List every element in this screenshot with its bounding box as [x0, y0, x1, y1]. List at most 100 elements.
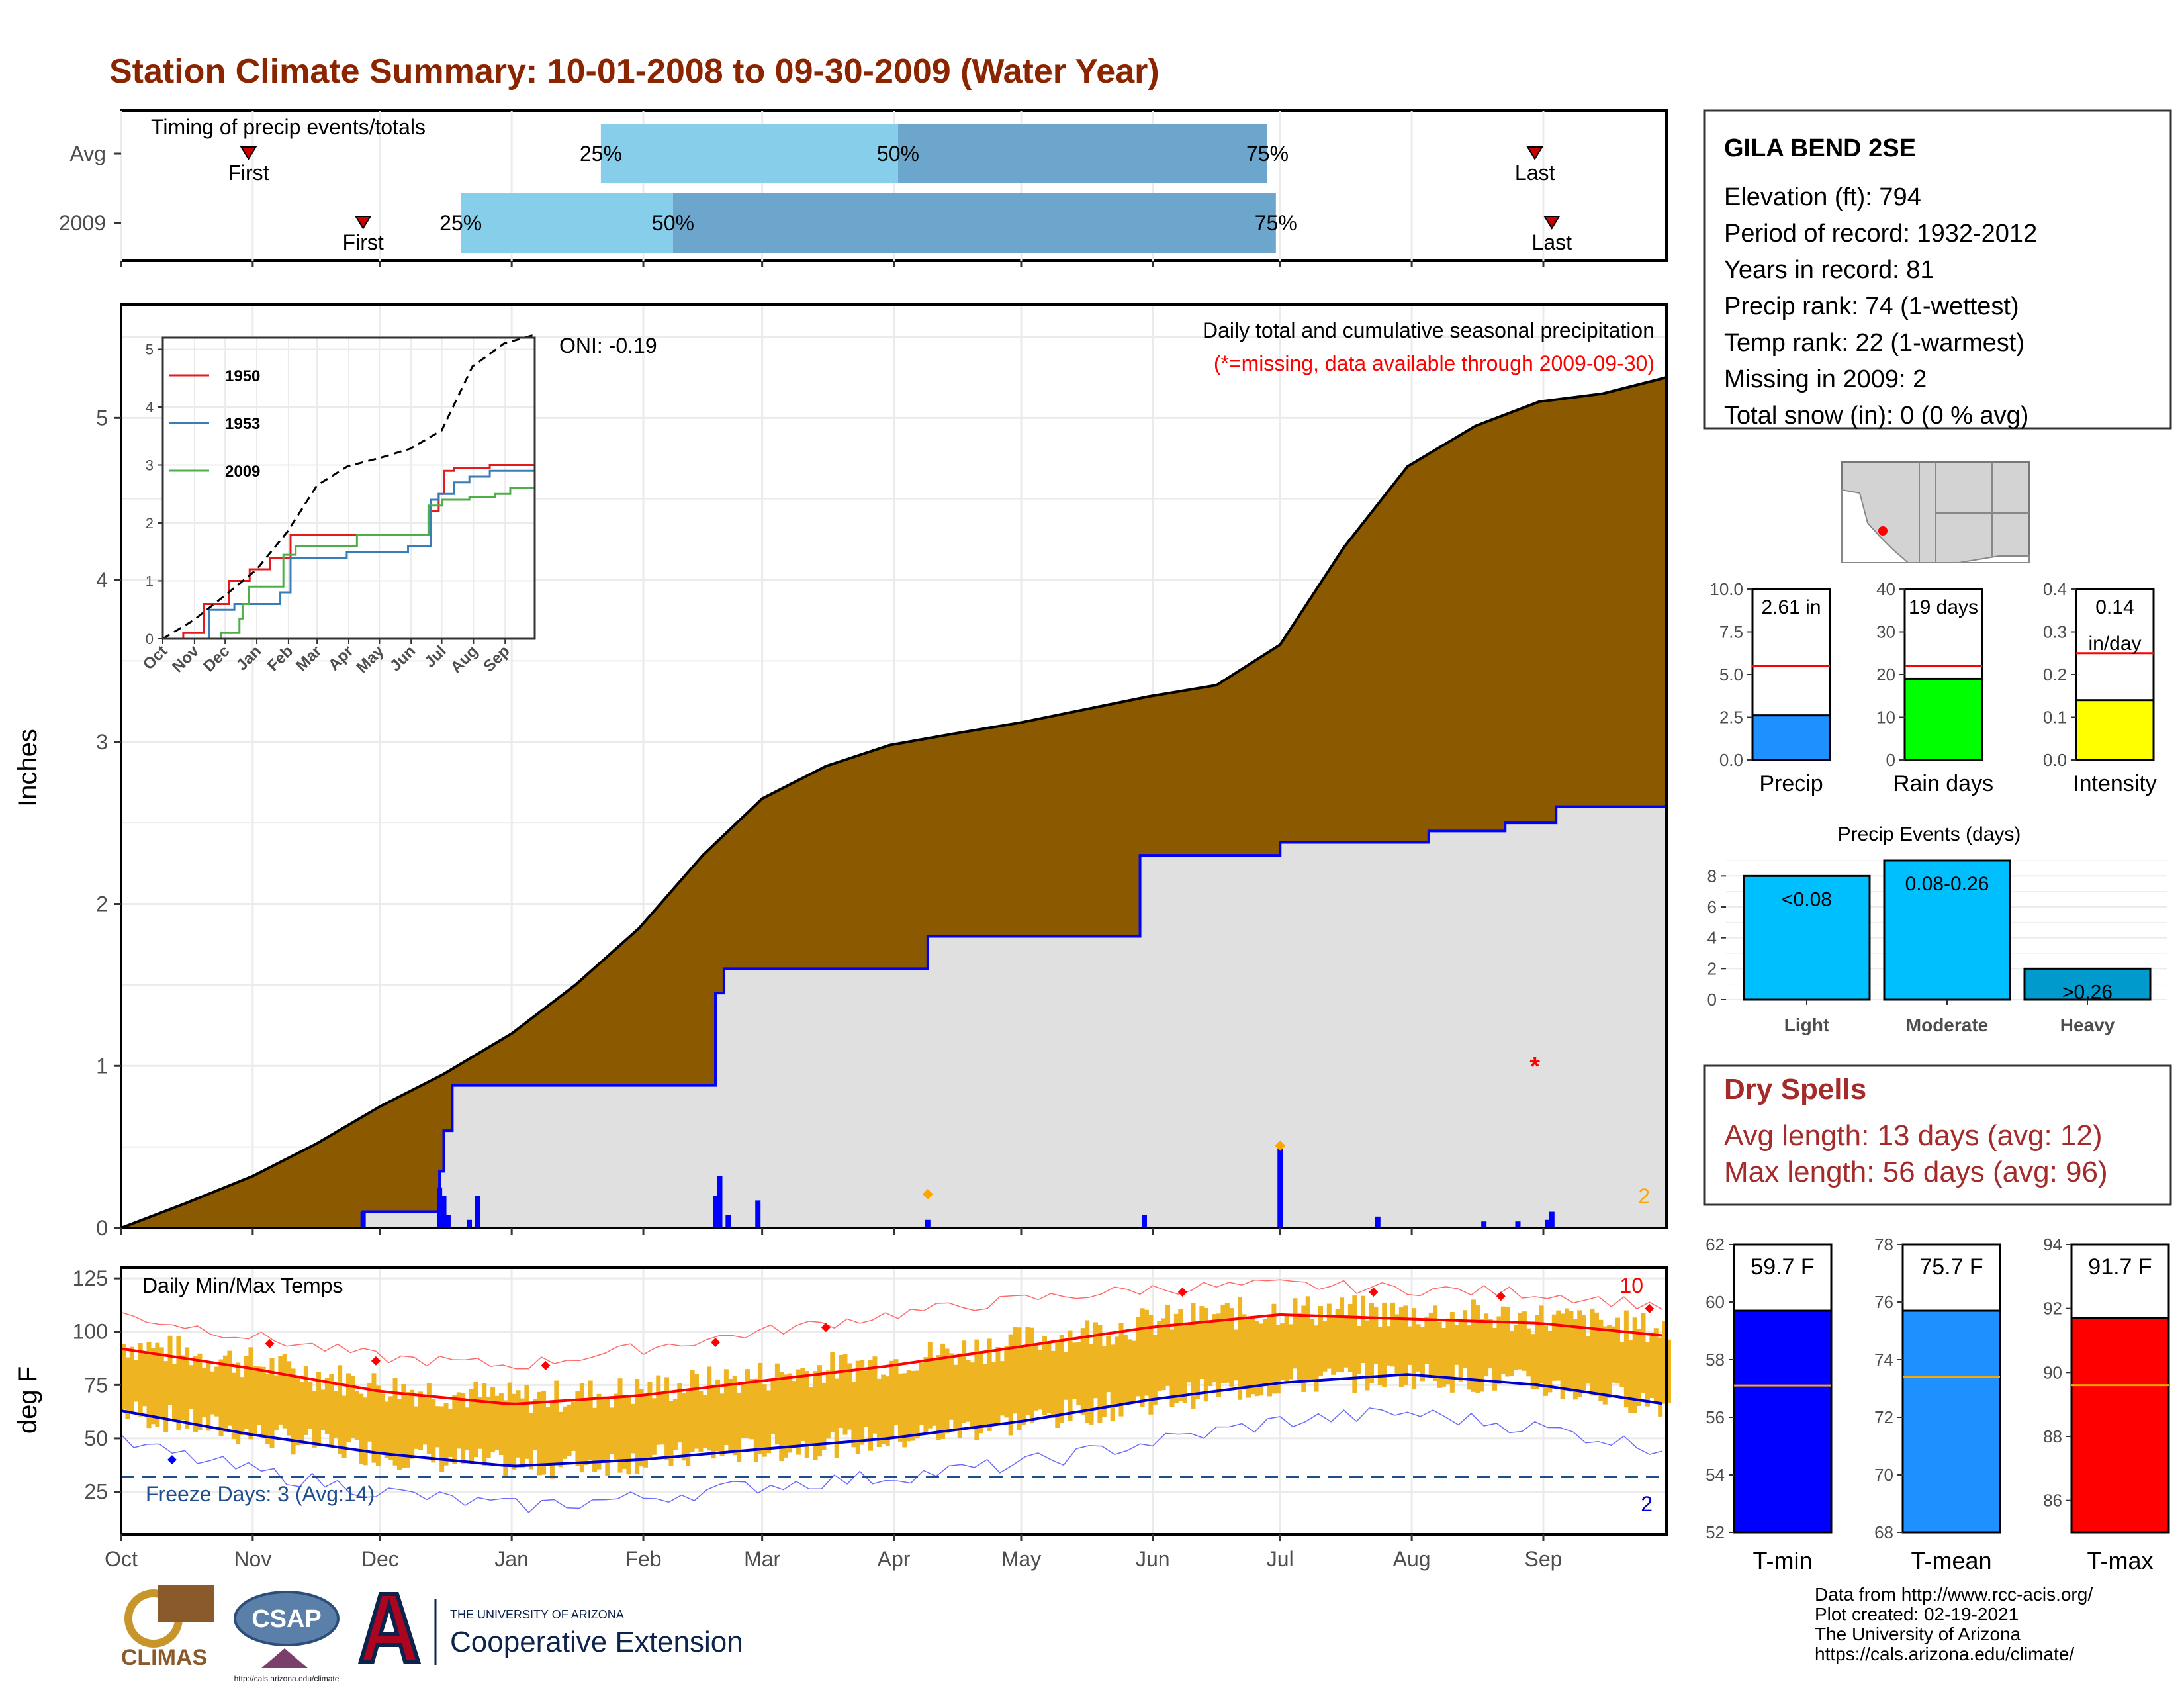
temp-summary-ytick-label: 58 — [1706, 1350, 1725, 1370]
temp-summary-ytick-label: 70 — [1874, 1465, 1893, 1485]
temp-day-bar — [839, 1354, 844, 1429]
events-category-label: Moderate — [1906, 1015, 1988, 1035]
temp-summary-ytick-label: 78 — [1874, 1235, 1893, 1254]
temp-day-bar — [443, 1403, 449, 1466]
station-line-elevation: Elevation (ft): 794 — [1724, 183, 1921, 211]
temp-day-bar — [643, 1395, 649, 1468]
temp-summary-ytick-label: 76 — [1874, 1292, 1893, 1312]
temp-day-bar — [176, 1336, 181, 1430]
temp-day-bar — [1623, 1310, 1629, 1408]
daily-precip-bar — [1481, 1221, 1487, 1228]
temp-day-bar — [227, 1350, 232, 1426]
station-line-period: Period of record: 1932-2012 — [1724, 220, 2037, 248]
temp-day-bar — [1547, 1331, 1553, 1393]
temp-day-bar — [1275, 1324, 1281, 1394]
station-line-temp-rank: Temp rank: 22 (1-warmest) — [1724, 329, 2025, 357]
temp-day-bar — [570, 1401, 576, 1451]
temp-day-bar — [893, 1359, 899, 1425]
timing-p25-label: 25% — [580, 142, 622, 165]
temp-day-bar — [1496, 1316, 1502, 1385]
temp-day-bar — [1352, 1295, 1357, 1393]
mini-bar-ytick-label: 0.4 — [2043, 579, 2067, 599]
temp-day-bar — [473, 1382, 478, 1458]
temp-day-bar — [189, 1365, 194, 1409]
temp-day-bar — [1233, 1329, 1238, 1381]
temp-day-bar — [779, 1372, 784, 1462]
temp-day-bar — [999, 1361, 1005, 1416]
summary-mini-bars: 0.0 2.5 5.0 7.5 10.0 2.61 in Precip 0 10 20 30 40 19… — [1709, 579, 2156, 796]
station-info-box: GILA BEND 2SE Elevation (ft): 794 Period… — [1703, 109, 2172, 430]
temp-day-bar — [889, 1360, 895, 1438]
temp-day-bar — [121, 1344, 126, 1409]
missing-count: 2 — [1638, 1184, 1650, 1208]
daily-precip-bar — [441, 1196, 447, 1228]
temp-day-bar — [1551, 1314, 1557, 1381]
normal-min-line — [120, 1373, 1662, 1468]
temp-day-bar — [384, 1401, 389, 1458]
temp-day-bar — [1619, 1342, 1625, 1387]
temp-summary-ytick-label: 90 — [2043, 1362, 2062, 1382]
temp-day-bar — [1535, 1315, 1540, 1390]
temp-daily-bars — [121, 1295, 1671, 1479]
temp-day-bar — [520, 1398, 525, 1468]
temp-day-bar — [668, 1401, 674, 1466]
temp-day-bar — [401, 1383, 406, 1468]
temp-day-bar — [1212, 1314, 1217, 1383]
temp-day-bar — [303, 1366, 308, 1435]
temp-day-bar — [167, 1335, 173, 1405]
timing-bar-q1 — [600, 124, 898, 183]
temp-day-bar — [575, 1391, 580, 1466]
inset-legend-label: 2009 — [225, 463, 260, 481]
temp-day-bar — [494, 1395, 500, 1450]
temp-day-bar — [1602, 1326, 1608, 1405]
temp-day-bar — [180, 1355, 185, 1421]
temp-day-bar — [1025, 1327, 1030, 1415]
temp-day-bar — [503, 1400, 508, 1478]
events-ytick-label: 2 — [1707, 959, 1717, 978]
temp-summary-ytick-label: 52 — [1706, 1523, 1725, 1542]
daily-precip-bar — [717, 1176, 723, 1228]
temp-day-bar — [660, 1391, 665, 1445]
temp-day-bar — [129, 1346, 134, 1413]
temp-summary-ytick-label: 86 — [2043, 1491, 2062, 1511]
temp-day-bar — [558, 1411, 563, 1468]
temp-day-bar — [1343, 1315, 1349, 1368]
map-state-borders — [1919, 462, 2029, 563]
temp-day-bar — [1586, 1336, 1591, 1384]
temp-day-bar — [974, 1339, 979, 1440]
temp-day-bar — [1445, 1318, 1451, 1385]
timing-p75-label: 75% — [1246, 142, 1289, 165]
temp-day-bar — [991, 1362, 997, 1426]
record-high-marker — [1369, 1287, 1379, 1297]
temp-day-bar — [690, 1370, 695, 1452]
temp-day-bar — [469, 1389, 475, 1462]
temp-day-bar — [414, 1406, 419, 1449]
mini-bar-ytick-label: 0.3 — [2043, 622, 2067, 642]
timing-bar-q2 — [672, 193, 1276, 253]
daily-precip-bar — [725, 1215, 731, 1228]
temp-day-bar — [1148, 1315, 1154, 1415]
temp-day-bar — [834, 1378, 839, 1458]
first-event-marker — [354, 216, 372, 230]
temp-day-bar — [1013, 1327, 1018, 1414]
temp-day-bar — [524, 1385, 529, 1459]
temp-day-bar — [265, 1374, 271, 1445]
temp-day-bar — [435, 1406, 440, 1448]
temp-day-bar — [1115, 1336, 1120, 1404]
temp-ytick-label: 75 — [84, 1373, 108, 1397]
inset-lines — [162, 334, 536, 640]
temp-day-bar — [783, 1374, 788, 1458]
temp-day-bar — [584, 1399, 589, 1466]
temp-day-bar — [694, 1374, 700, 1449]
mini-bar-ytick-label: 0 — [1886, 750, 1895, 770]
temp-day-bar — [1565, 1308, 1570, 1389]
events-body: 0 2 4 6 8 <0.08 Light 0.08-0.26 Moderate >0.26 Hea… — [1707, 859, 2167, 1035]
temp-day-bar — [762, 1384, 767, 1457]
temp-day-bar — [995, 1347, 1001, 1423]
inset-ytick-label: 2 — [146, 515, 154, 532]
mini-bar-ytick-label: 40 — [1876, 579, 1895, 599]
temp-summary-ytick-label: 60 — [1706, 1292, 1725, 1312]
temp-day-bar — [447, 1409, 453, 1457]
record-high-marker — [541, 1360, 551, 1370]
